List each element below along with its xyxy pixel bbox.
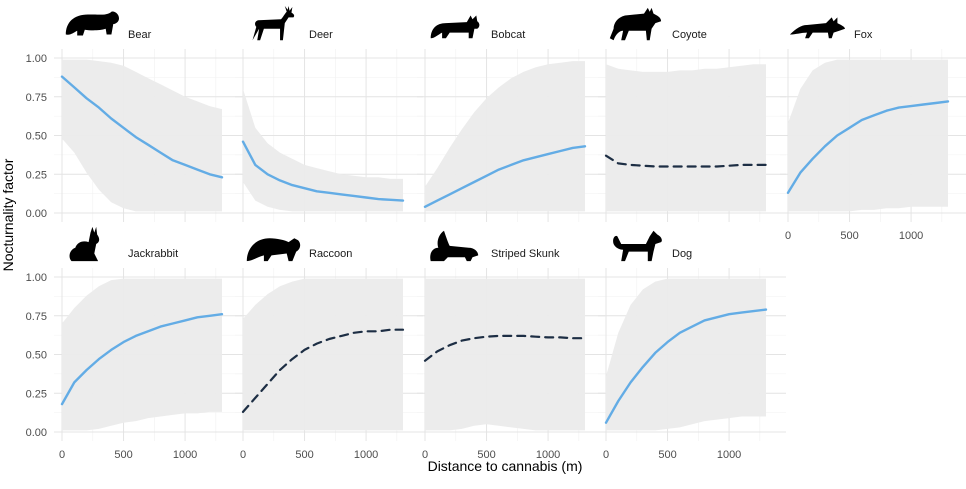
panel-label-raccoon: Raccoon <box>309 248 352 260</box>
series-line <box>604 154 768 168</box>
confidence-band <box>62 278 222 431</box>
series-line <box>423 334 587 362</box>
confidence-band <box>788 59 948 212</box>
panel-label-bear: Bear <box>128 29 152 41</box>
x-axis-title: Distance to cannabis (m) <box>427 458 583 474</box>
panel-fox <box>780 17 966 222</box>
bobcat-icon <box>430 15 480 39</box>
x-tick-label: 500 <box>295 449 313 461</box>
panel-label-bobcat: Bobcat <box>491 29 525 41</box>
x-tick-label: 0 <box>240 449 246 461</box>
bobcat-icon-shape <box>430 15 480 39</box>
x-tick-label: 1000 <box>173 449 197 461</box>
confidence-band <box>606 278 766 431</box>
y-tick-label: 0.00 <box>26 208 47 220</box>
deer-icon <box>252 6 295 41</box>
series-line <box>241 328 405 413</box>
panel-jackrabbit <box>54 226 242 441</box>
bear-icon-shape <box>65 11 119 36</box>
y-axis-title: Nocturnality factor <box>0 158 16 272</box>
panel-label-jackrabbit: Jackrabbit <box>128 248 178 260</box>
dog-icon <box>613 230 662 262</box>
x-tick-label: 1000 <box>354 449 378 461</box>
skunk-icon-shape <box>430 230 479 262</box>
x-tick-label: 500 <box>114 449 132 461</box>
x-tick-label: 1000 <box>717 449 741 461</box>
x-tick-label: 0 <box>785 230 791 242</box>
series-line <box>604 308 768 424</box>
y-tick-label: 0.25 <box>26 388 47 400</box>
x-tick-label: 1000 <box>536 449 560 461</box>
y-tick-label: 0.75 <box>26 311 47 323</box>
y-tick-label: 0.50 <box>26 350 47 362</box>
raccoon-icon-shape <box>246 238 301 262</box>
y-tick-label: 0.75 <box>26 92 47 104</box>
x-tick-label: 0 <box>59 449 65 461</box>
x-tick-label: 0 <box>422 449 428 461</box>
confidence-band <box>425 61 585 212</box>
y-tick-label: 1.00 <box>26 272 47 284</box>
panel-label-dog: Dog <box>672 248 692 260</box>
panel-coyote <box>598 7 786 222</box>
x-tick-label: 500 <box>840 230 858 242</box>
panel-label-striped-skunk: Striped Skunk <box>491 248 560 260</box>
series-line <box>241 140 405 202</box>
y-tick-label: 0.50 <box>26 131 47 143</box>
skunk-icon <box>430 230 479 262</box>
series-line <box>423 145 587 208</box>
panel-label-deer: Deer <box>309 29 333 41</box>
y-tick-label: 0.00 <box>26 427 47 439</box>
confidence-band <box>425 278 585 431</box>
jackrabbit-icon-shape <box>69 226 100 262</box>
fox-icon-shape <box>789 17 845 39</box>
panel-deer <box>235 6 423 222</box>
coyote-icon-shape <box>609 7 662 41</box>
raccoon-icon <box>246 238 301 262</box>
x-tick-label: 500 <box>658 449 676 461</box>
panel-raccoon <box>235 238 423 441</box>
deer-icon-shape <box>252 6 295 41</box>
confidence-band <box>62 59 222 212</box>
panel-label-coyote: Coyote <box>672 29 707 41</box>
x-tick-label: 0 <box>603 449 609 461</box>
series-line <box>786 100 950 194</box>
coyote-icon <box>609 7 662 41</box>
panel-striped-skunk <box>417 230 605 441</box>
y-tick-label: 1.00 <box>26 53 47 65</box>
confidence-band <box>243 278 403 431</box>
series-line <box>60 313 224 406</box>
panel-bear <box>54 11 242 222</box>
fox-icon <box>789 17 845 39</box>
x-tick-label: 500 <box>477 449 495 461</box>
confidence-band <box>606 64 766 212</box>
bear-icon <box>65 11 119 36</box>
series-line <box>60 75 224 179</box>
panel-label-fox: Fox <box>854 29 873 41</box>
panel-dog <box>598 230 786 441</box>
panel-bobcat <box>417 15 605 222</box>
x-tick-label: 1000 <box>899 230 923 242</box>
dog-icon-shape <box>613 230 662 262</box>
jackrabbit-icon <box>69 226 100 262</box>
y-axis-title-wrap: Nocturnality factor <box>0 0 20 484</box>
y-tick-label: 0.25 <box>26 169 47 181</box>
